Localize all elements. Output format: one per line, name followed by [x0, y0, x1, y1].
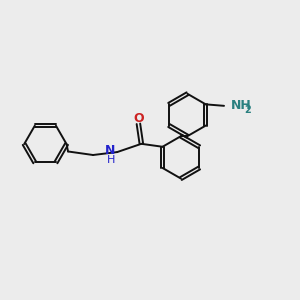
Text: H: H [107, 155, 116, 165]
Text: O: O [133, 112, 144, 125]
Text: NH: NH [230, 99, 251, 112]
Text: 2: 2 [244, 105, 251, 115]
Text: N: N [105, 144, 116, 158]
